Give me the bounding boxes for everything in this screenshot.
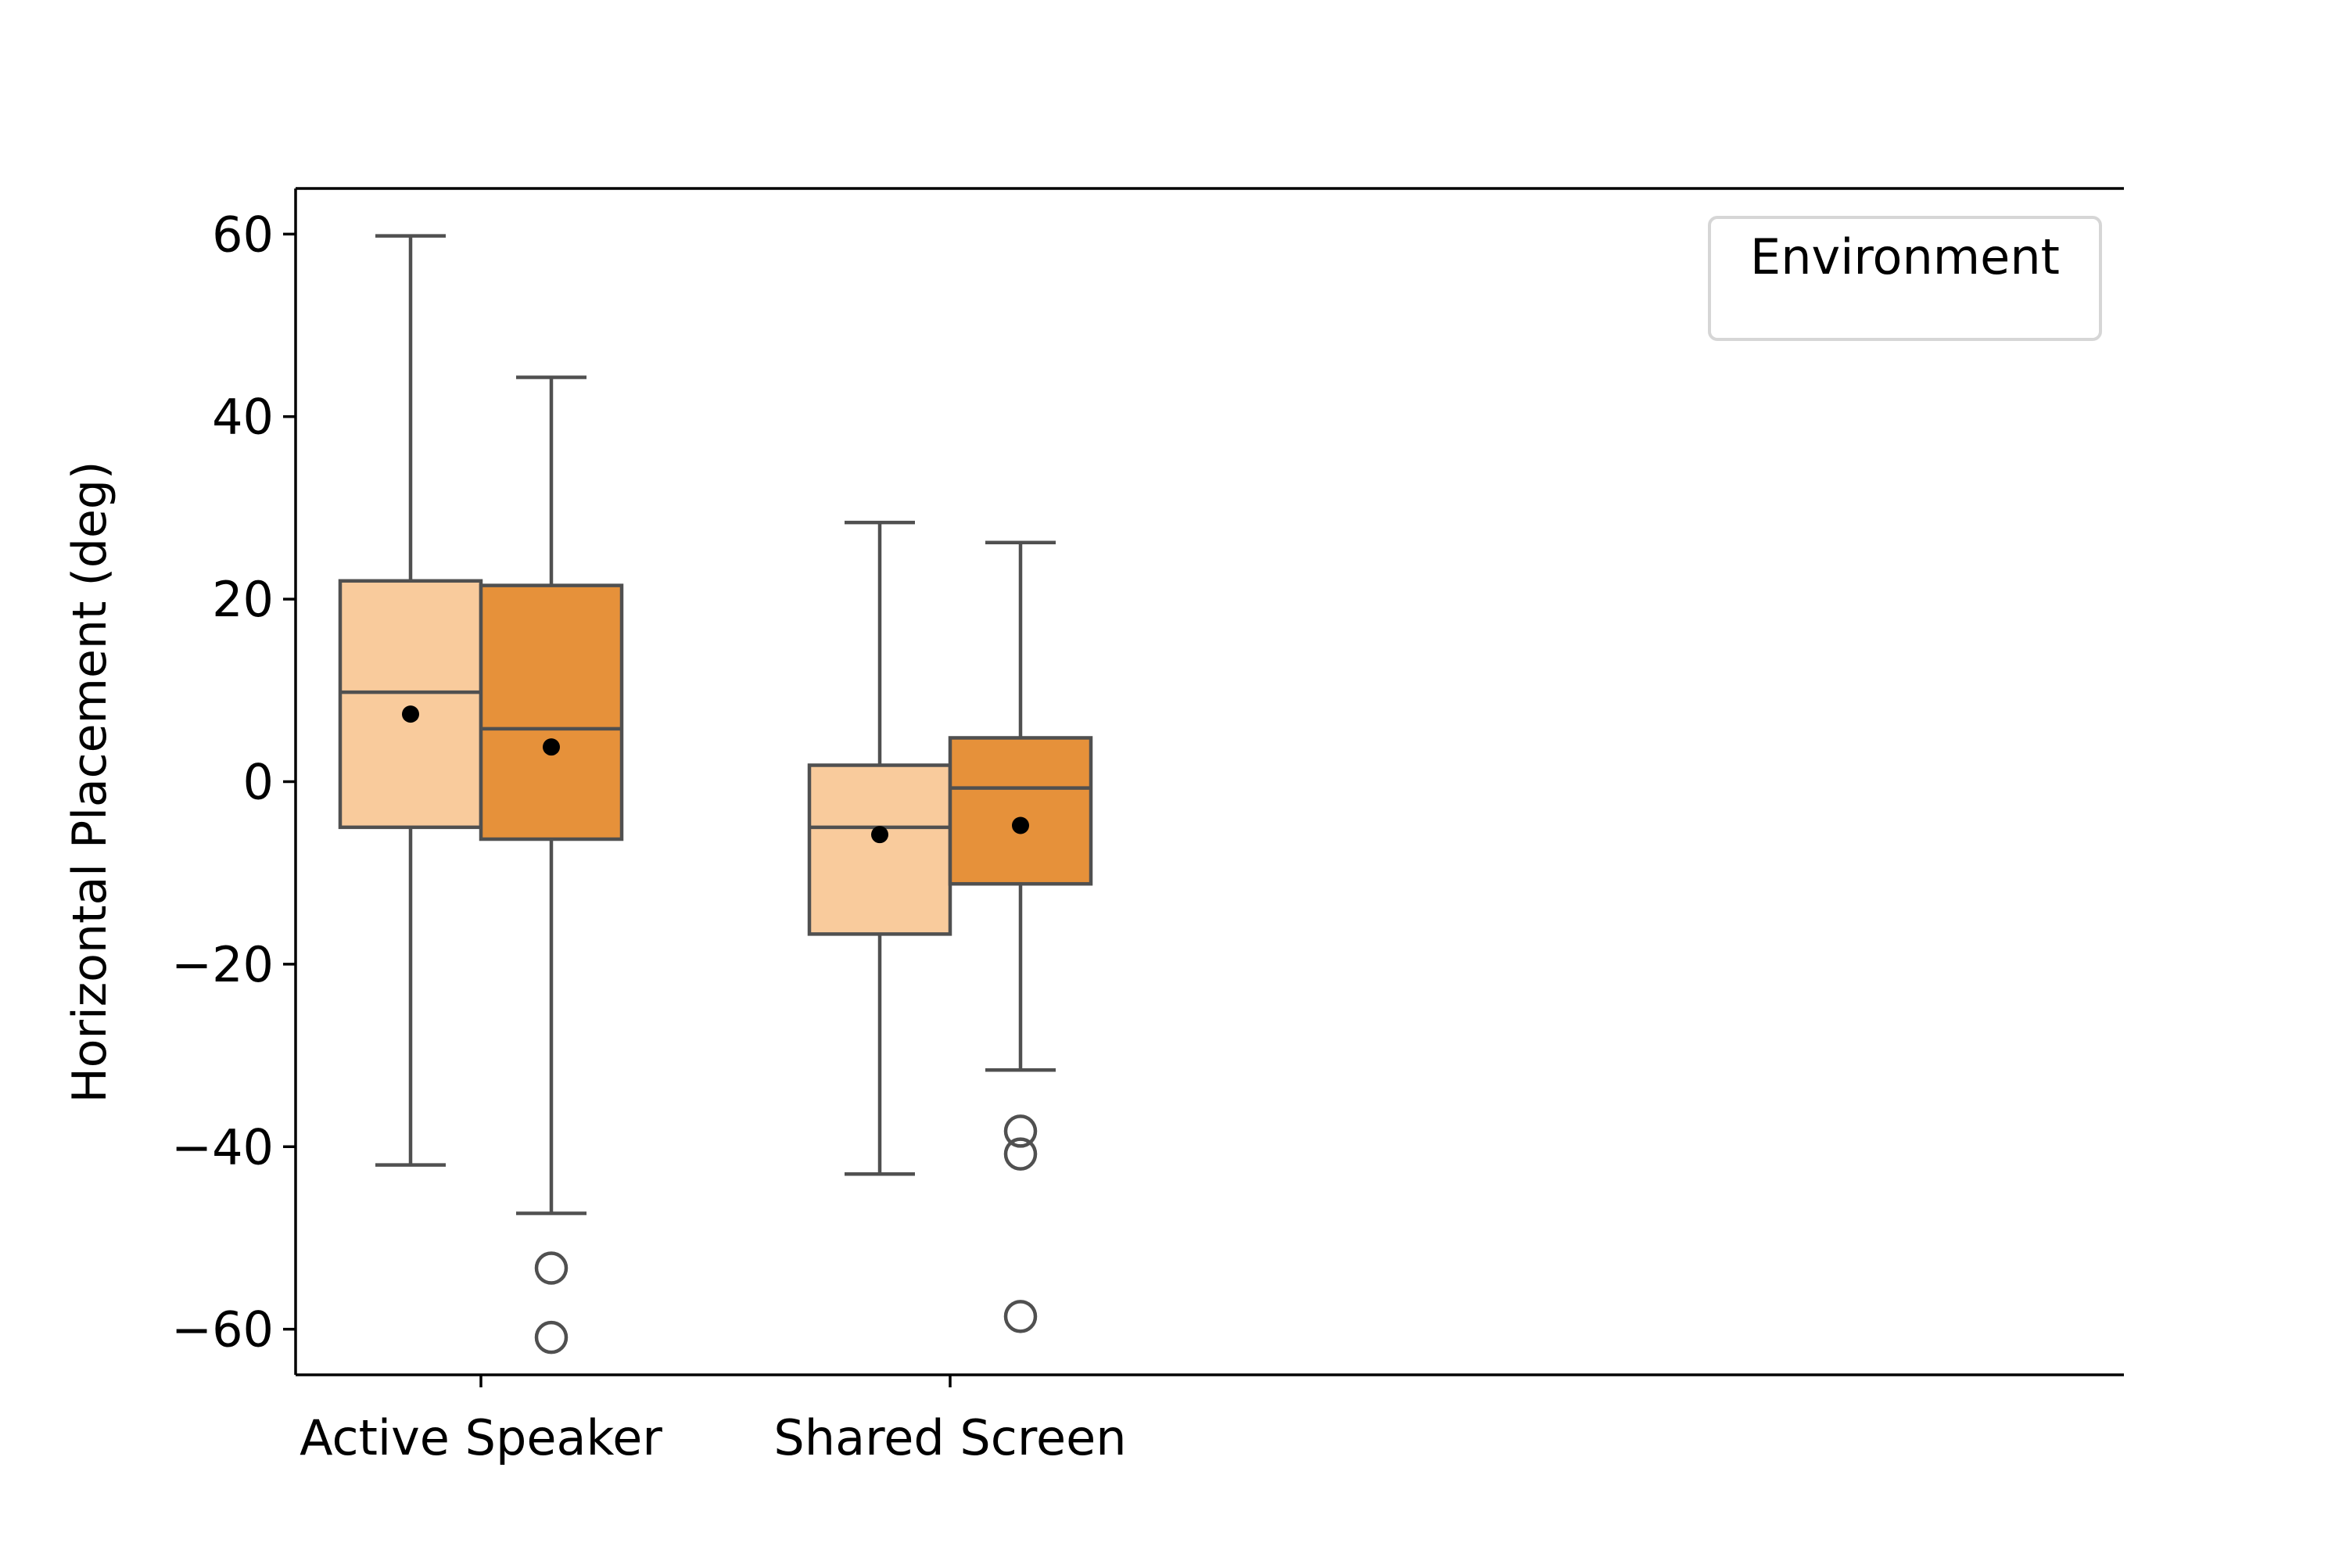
y-tick-label: 60 [212, 206, 274, 263]
x-tick-label: Active Speaker [300, 1409, 662, 1466]
mean-marker [871, 826, 888, 844]
outlier-point [1003, 1300, 1038, 1333]
y-tick-label: −40 [171, 1118, 274, 1175]
iqr-box [338, 579, 483, 830]
mean-marker [1012, 816, 1029, 834]
legend-frame [1708, 216, 2102, 341]
outlier-point [1003, 1114, 1038, 1148]
axes-layer: 60 40 20 0 −20 −40 −60 Active Speaker Shared Scr… [171, 187, 2124, 1466]
outlier-point [534, 1320, 569, 1355]
iqr-box [479, 583, 624, 841]
y-tick-label: 40 [212, 389, 274, 446]
outlier-point [534, 1251, 569, 1285]
box-group [807, 520, 952, 1176]
iqr-box [807, 763, 952, 936]
box-group [948, 540, 1093, 1333]
legend-title: Environment [1750, 228, 2060, 285]
y-tick-label: 20 [212, 571, 274, 628]
y-tick-label: 0 [243, 754, 274, 811]
mean-marker [543, 738, 560, 756]
box-group [338, 234, 483, 1167]
y-axis-label: Horizontal Placement (deg) [63, 461, 117, 1103]
outlier-point [1003, 1137, 1038, 1171]
legend: Environment [1708, 216, 2102, 341]
mean-marker [402, 705, 419, 723]
x-tick-label: Shared Screen [773, 1409, 1126, 1466]
iqr-box [948, 736, 1093, 886]
box-group [479, 375, 624, 1355]
marks-layer [338, 234, 1093, 1355]
y-tick-label: −20 [171, 936, 274, 993]
y-tick-label: −60 [171, 1301, 274, 1358]
